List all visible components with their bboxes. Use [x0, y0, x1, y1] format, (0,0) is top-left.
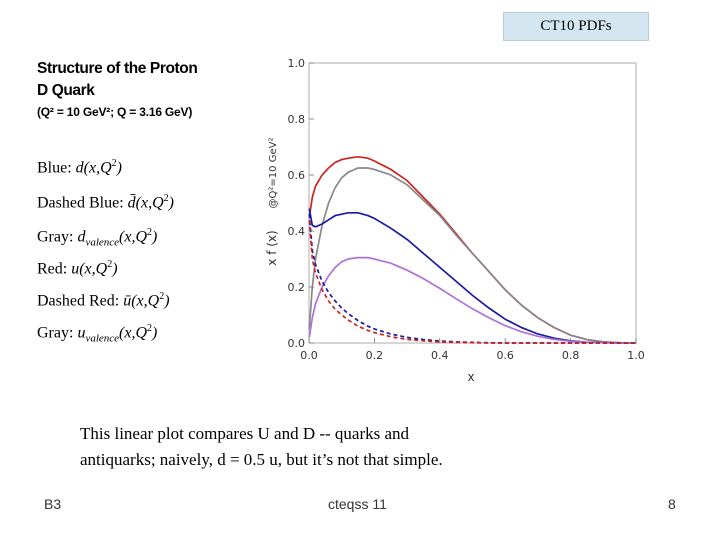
- x-tick-label: 0.2: [366, 349, 384, 362]
- legend-item: Dashed Blue: d̄(x,Q2): [37, 193, 174, 212]
- title-badge: CT10 PDFs: [503, 12, 649, 41]
- x-tick-label: 0.0: [300, 349, 318, 362]
- plot-frame: [308, 62, 637, 344]
- series-line-ubar: [308, 219, 636, 344]
- chart-ticks: 0.0 0.2 0.4 0.6 0.8 1.0 0.0 0.2 0.4 0.6 0.8 1.0: [288, 57, 645, 362]
- y-axis-label: x f (x): [265, 230, 279, 265]
- x-tick-label: 1.0: [627, 349, 645, 362]
- series-line-u: [308, 155, 637, 344]
- caption-line-2: antiquarks; naively, d = 0.5 u, but it’s…: [80, 450, 443, 469]
- x-tick-label: 0.8: [562, 349, 580, 362]
- x-tick-label: 0.4: [431, 349, 449, 362]
- series-line-d: [308, 208, 636, 344]
- series-line-dbar: [308, 214, 636, 344]
- y-tick-label: 0.4: [288, 225, 306, 238]
- heading-line-3: (Q² = 10 GeV²; Q = 3.16 GeV): [37, 105, 193, 119]
- series-line-u_valence: [308, 167, 637, 344]
- heading-line-1: Structure of the Proton: [37, 60, 198, 77]
- legend-item: Red: u(x,Q2): [37, 259, 118, 278]
- y-tick-label: 0.6: [288, 169, 306, 182]
- y-axis-annotation: @Q²=10 GeV²: [268, 138, 279, 209]
- y-tick-label: 1.0: [288, 57, 306, 70]
- x-tick-label: 0.6: [496, 349, 513, 362]
- y-tick-label: 0.0: [288, 337, 306, 350]
- legend-item: Dashed Red: ū(x,Q2): [37, 291, 170, 310]
- legend-item: Blue: d(x,Q2): [37, 158, 122, 177]
- x-axis-label: x: [467, 370, 474, 384]
- legend-item: Gray: dvalence(x,Q2): [37, 227, 158, 249]
- legend-item: Gray: uvalence(x,Q2): [37, 323, 158, 345]
- pdf-chart: 0.0 0.2 0.4 0.6 0.8 1.0 0.0 0.2 0.4 0.6 0.8 1.0 x x…: [265, 57, 645, 384]
- footer-center: cteqss 11: [328, 496, 387, 512]
- caption-line-1: This linear plot compares U and D -- qua…: [80, 424, 410, 443]
- chart-axes: [308, 62, 637, 344]
- footer-right: 8: [668, 496, 676, 512]
- y-tick-label: 0.2: [288, 281, 306, 294]
- series-line-d_valence: [308, 256, 636, 344]
- caption: This linear plot compares U and D -- qua…: [80, 421, 443, 473]
- footer-left: B3: [44, 496, 62, 512]
- heading-line-2: D Quark: [37, 82, 95, 99]
- chart-series: [308, 155, 637, 344]
- y-tick-label: 0.8: [288, 113, 306, 126]
